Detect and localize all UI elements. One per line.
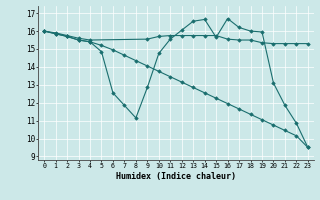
X-axis label: Humidex (Indice chaleur): Humidex (Indice chaleur)	[116, 172, 236, 181]
